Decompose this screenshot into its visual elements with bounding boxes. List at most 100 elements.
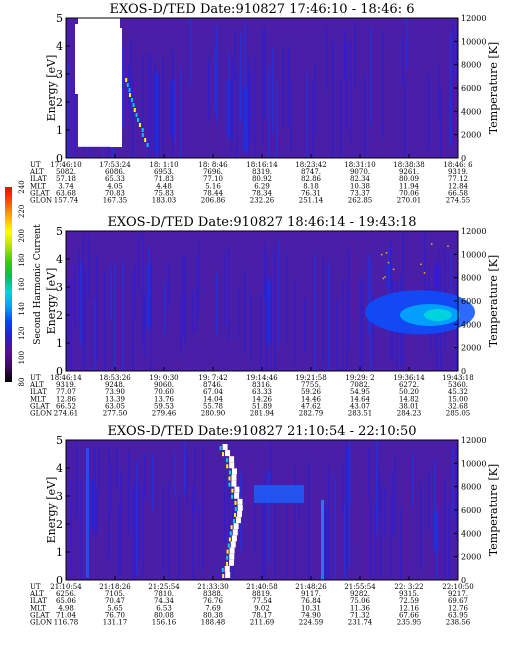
- heatmap-cell: [222, 574, 225, 578]
- y-tick-label: 3: [56, 68, 63, 81]
- row-label-ilat: ILAT: [30, 175, 47, 183]
- data-gap: [237, 498, 243, 505]
- heatmap-cell: [128, 450, 130, 535]
- heatmap-cell: [234, 500, 237, 505]
- heatmap-cell: [194, 445, 196, 515]
- y-tick-label: 5: [56, 434, 63, 447]
- heatmap-cell: [228, 243, 230, 342]
- heatmap-cell: [96, 491, 98, 534]
- row-value-mlt: 12.76: [448, 604, 469, 612]
- row-value-ilat: 57.18: [56, 175, 76, 183]
- heatmap-cell: [190, 18, 192, 86]
- heatmap-cell: [158, 73, 160, 158]
- y-axis-label: Energy [eV]: [45, 477, 58, 544]
- row-value-alt: 6256.: [56, 590, 76, 598]
- y2-tick-label: 12000: [461, 14, 486, 23]
- row-value-alt: 6953.: [154, 168, 174, 176]
- heatmap-cell: [268, 280, 270, 345]
- colorbar-tick-label: 220: [18, 205, 26, 218]
- heatmap-cell: [228, 51, 230, 141]
- heatmap-cell: [272, 261, 274, 345]
- row-value-mlt: 11.36: [350, 604, 371, 612]
- heatmap-cell: [110, 264, 112, 321]
- chart-panel-3: EXOS-D/TED Date:910827 21:10:54 - 22:10:…: [29, 424, 500, 627]
- row-value-ilat: 54.95: [350, 388, 370, 396]
- heatmap-cell: [132, 103, 135, 107]
- heatmap-cell: [144, 452, 146, 499]
- heatmap-cell: [448, 503, 450, 580]
- heatmap-cell: [436, 507, 438, 580]
- row-label-ilat: ILAT: [30, 388, 47, 396]
- heatmap-cell: [440, 87, 442, 158]
- row-value-mlt: 11.94: [399, 182, 420, 190]
- row-value-ut: 18:46:14: [50, 374, 82, 382]
- row-value-mlt: 12.16: [399, 604, 420, 612]
- row-label-glat: GLAT: [30, 611, 50, 619]
- heatmap-cell: [368, 254, 370, 336]
- row-value-glon: 277.50: [103, 410, 128, 418]
- heatmap-cell: [334, 476, 336, 580]
- row-label-ut: UT: [30, 161, 41, 169]
- row-value-glat: 70.06: [399, 189, 420, 197]
- heatmap-cell: [264, 242, 266, 301]
- heatmap-cell: [430, 485, 432, 580]
- data-gap: [231, 480, 237, 487]
- heatmap-cell: [168, 481, 170, 580]
- row-value-ut: 19: 0:30: [149, 374, 178, 382]
- heatmap-cell: [144, 293, 146, 357]
- heatmap-cell: [84, 267, 86, 371]
- heatmap-cell: [192, 486, 194, 580]
- heatmap-cell: [150, 258, 152, 371]
- heatmap-cell: [280, 79, 282, 149]
- heatmap-cell: [352, 237, 354, 331]
- y-tick-label: 1: [56, 124, 63, 137]
- y2-tick-label: 4000: [461, 529, 481, 538]
- heatmap-cell: [388, 247, 390, 298]
- heatmap-cell: [174, 451, 176, 498]
- row-value-ut: 17:46:10: [50, 161, 81, 169]
- heatmap-cell: [368, 447, 370, 499]
- heatmap-cell: [126, 83, 129, 87]
- row-value-ilat: 71.83: [154, 175, 174, 183]
- data-gap: [231, 535, 237, 542]
- heatmap-cell: [442, 21, 444, 155]
- heatmap-cell: [184, 256, 186, 345]
- row-value-ut: 19:29: 2: [345, 374, 374, 382]
- heatmap-cell: [228, 479, 230, 550]
- row-value-glon: 232.26: [250, 197, 275, 205]
- heatmap-cell: [196, 256, 198, 332]
- heatmap-cell: [452, 19, 454, 145]
- heatmap-cell: [294, 465, 296, 580]
- heatmap-cell: [118, 288, 120, 371]
- heatmap-cell: [354, 256, 356, 320]
- heatmap-cell: [138, 235, 140, 292]
- heatmap-cell: [292, 486, 294, 534]
- row-value-glon: 131.17: [103, 619, 128, 627]
- y2-tick-label: 2000: [461, 131, 481, 140]
- heatmap-cells: [70, 440, 458, 580]
- heatmap-cell: [221, 567, 224, 572]
- row-value-glon: 167.35: [103, 197, 128, 205]
- heatmap-cell: [406, 477, 408, 580]
- row-value-mlt: 8.18: [303, 182, 319, 190]
- heatmap-cell: [376, 440, 378, 534]
- chart-panel-1: EXOS-D/TED Date:910827 17:46:10 - 18:46:…: [29, 2, 500, 205]
- row-value-mlt: 9.02: [254, 604, 270, 612]
- heatmap-cell: [392, 473, 394, 538]
- heatmap-cell: [102, 491, 104, 580]
- heatmap-cell: [190, 463, 192, 580]
- heatmap-cell: [138, 123, 141, 127]
- data-gap: [229, 559, 235, 566]
- row-value-alt: 8747.: [301, 168, 321, 176]
- heatmap-cell: [226, 464, 229, 469]
- data-gap: [231, 474, 237, 481]
- heatmap-cell: [342, 278, 344, 371]
- heatmap-cell: [438, 64, 440, 119]
- heatmap-cell: [387, 261, 390, 264]
- heatmap-cell: [80, 260, 82, 345]
- heatmap-cell: [226, 549, 229, 554]
- y-tick-label: 4: [56, 40, 63, 53]
- row-value-glat: 78.44: [203, 189, 224, 197]
- heatmap-cell: [162, 486, 164, 573]
- row-value-ilat: 76.76: [203, 597, 224, 605]
